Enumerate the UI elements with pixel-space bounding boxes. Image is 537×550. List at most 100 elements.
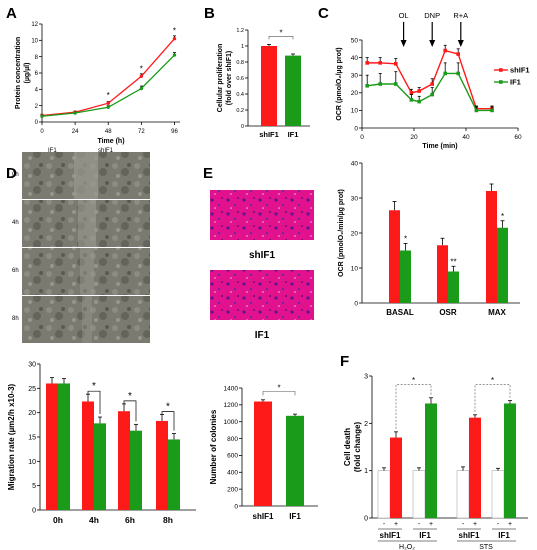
y-tick-label: 25 — [28, 386, 36, 393]
data-point — [139, 86, 144, 91]
micro-row-label-8h: 8h — [12, 316, 19, 322]
treatment-label: H₂O₂ — [399, 544, 415, 550]
data-point — [417, 89, 421, 93]
significance-marker: * — [491, 376, 494, 385]
data-point — [172, 37, 177, 41]
significance-marker: * — [166, 402, 170, 413]
injection-arrow-head — [457, 40, 464, 47]
significance-marker: * — [412, 376, 415, 385]
panel-d-chart: 0 5 10 15 20 25 30 Migration rate (µm2/h x10-3)… — [7, 361, 196, 525]
y-tick-label: 0.6 — [236, 76, 244, 82]
y-tick-label: 12 — [31, 22, 38, 28]
x-tick-label: 8h — [163, 515, 173, 525]
bar-osr — [448, 271, 459, 303]
group-label: shIF1 — [459, 531, 480, 540]
data-point — [394, 82, 398, 86]
bar-shIF1 — [254, 401, 272, 506]
data-point — [365, 61, 369, 65]
panel-label-f: F — [340, 353, 349, 370]
treatment-sign: + — [473, 521, 477, 528]
y-tick-label: 5 — [32, 483, 36, 490]
injection-label: R+A — [453, 11, 468, 20]
bar-8h — [156, 420, 168, 510]
legend-marker — [499, 80, 503, 84]
y-tick-label: 2 — [364, 421, 368, 428]
x-tick-label: 0h — [53, 515, 63, 525]
y-tick-label: 10 — [351, 108, 359, 115]
y-axis-label: Protein concentration — [15, 37, 22, 109]
treatment-sign: - — [497, 521, 500, 528]
data-point — [106, 105, 110, 110]
micro-col-label-if1: IF1 — [48, 148, 57, 154]
y-tick-label: 8 — [35, 55, 39, 61]
y-axis-label: Cell death — [343, 428, 352, 466]
y-axis-label: Number of colonies — [209, 409, 218, 484]
y-tick-label: 1 — [364, 468, 368, 475]
y-tick-label: 10 — [28, 459, 36, 466]
data-point — [430, 92, 434, 97]
x-tick-label: 96 — [171, 129, 178, 135]
y-tick-label: 15 — [28, 434, 36, 441]
data-point — [394, 61, 398, 66]
bar-0h — [46, 383, 58, 510]
bar-6h — [118, 411, 130, 510]
treatment-label: STS — [479, 544, 493, 550]
x-tick-label: 20 — [410, 134, 418, 141]
treatment-sign: + — [429, 521, 433, 528]
y-tick-label: 400 — [227, 470, 238, 477]
data-point — [378, 61, 382, 65]
bar-IF1 — [285, 55, 301, 126]
data-point — [490, 108, 494, 113]
line-series-IF1 — [367, 72, 492, 112]
significance-marker: * — [277, 383, 280, 392]
treatment-sign: + — [394, 521, 398, 528]
x-tick-label: 40 — [462, 134, 470, 141]
legend-label: IF1 — [510, 78, 521, 87]
y-tick-label: 0.2 — [236, 108, 244, 114]
panel-c-top-chart: 0 10 20 30 40 50 0 20 40 60 Time (min) OCR (pmolO₂/… — [336, 11, 530, 150]
x-tick-label: 48 — [105, 129, 112, 135]
micro-row-label-4h: 4h — [12, 220, 19, 226]
panel-f-chart: 0 1 2 3 Cell death (fold change) - + - + - + - + shIF1… — [343, 373, 528, 550]
x-tick-label: 60 — [514, 134, 522, 141]
x-tick-label: BASAL — [386, 308, 414, 317]
micrograph-8h — [22, 296, 150, 343]
bar-0h — [58, 383, 70, 510]
data-point — [417, 99, 421, 104]
x-tick-label: 0 — [40, 129, 44, 135]
bar-condition-3 — [425, 403, 437, 518]
data-point — [456, 71, 460, 76]
panel-label-c: C — [318, 5, 329, 22]
treatment-sign: - — [383, 521, 386, 528]
data-point — [365, 83, 369, 88]
x-tick-label: 0 — [360, 134, 364, 141]
y-tick-label: 40 — [351, 160, 359, 167]
data-point — [474, 108, 479, 113]
panel-e-chart: 0 200 400 600 800 1000 1200 1400 Number of colon… — [209, 383, 318, 521]
injection-arrow-head — [429, 40, 436, 47]
significance-bracket — [395, 384, 432, 429]
data-point — [139, 74, 144, 78]
bar-condition-4 — [456, 470, 470, 519]
significance-marker: * — [107, 91, 110, 100]
x-tick-label: MAX — [488, 308, 506, 317]
y-tick-label: 1400 — [224, 385, 239, 392]
injection-label: DNP — [424, 11, 440, 20]
x-tick-label: IF1 — [288, 130, 299, 139]
y-tick-label: 0 — [354, 125, 358, 132]
panel-label-d: D — [6, 165, 17, 182]
y-tick-label: 50 — [351, 37, 359, 44]
data-point — [378, 82, 382, 86]
panel-label-e: E — [203, 165, 213, 182]
bar-basal — [389, 210, 400, 303]
data-point — [40, 114, 44, 118]
bar-condition-2 — [412, 470, 426, 519]
micrograph-shif1 — [210, 190, 314, 240]
significance-marker: * — [173, 27, 176, 36]
x-axis-label: Time (h) — [97, 138, 124, 145]
y-tick-label: 0 — [234, 503, 238, 510]
y-tick-label: 20 — [351, 90, 359, 97]
x-tick-label: OSR — [439, 308, 457, 317]
y-axis-label: (fold over shIF1) — [226, 51, 233, 105]
y-tick-label: 10 — [351, 265, 359, 272]
